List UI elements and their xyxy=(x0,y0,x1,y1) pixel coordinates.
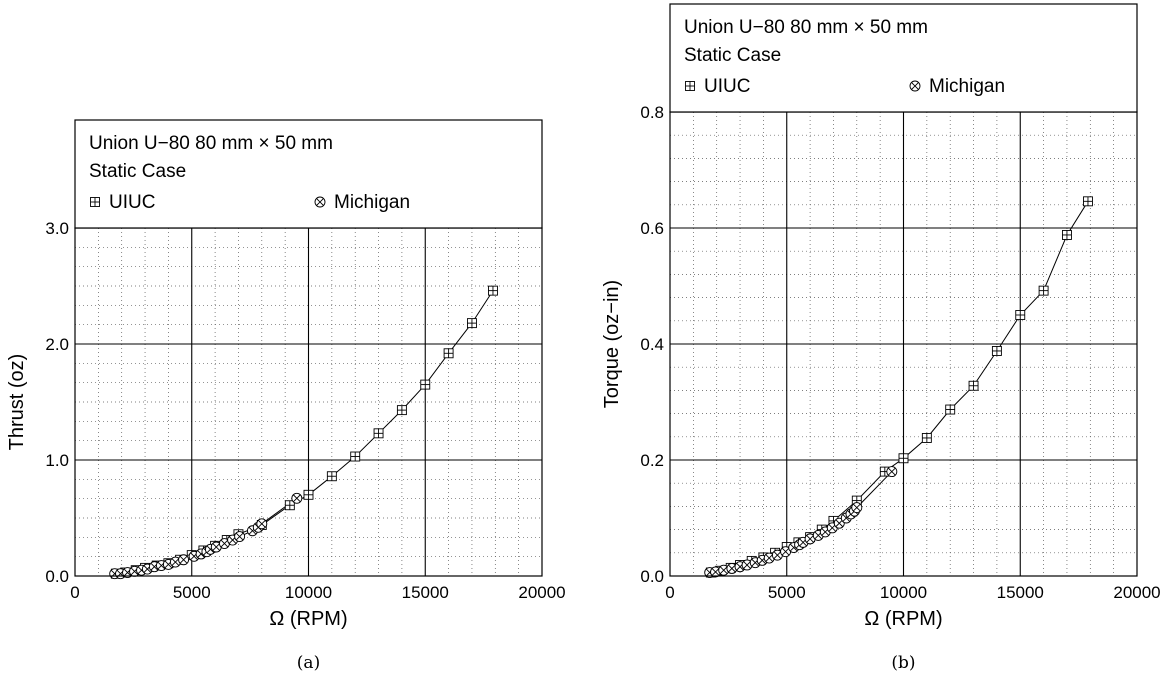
data-point-uiuc xyxy=(1038,285,1049,296)
thrust-legend-box xyxy=(74,119,543,229)
thrust-x-axis-label: Ω (RPM) xyxy=(269,608,347,630)
data-point-michigan xyxy=(726,563,738,574)
y-tick-label: 0.0 xyxy=(45,567,69,586)
thrust-legend-marker-michigan xyxy=(314,196,326,208)
data-point-uiuc xyxy=(945,404,956,415)
data-point-uiuc xyxy=(1061,230,1072,240)
x-tick-label: 0 xyxy=(665,583,674,602)
data-point-michigan xyxy=(804,533,816,545)
torque-x-axis-label: Ω (RPM) xyxy=(864,608,942,630)
thrust-grid xyxy=(75,228,542,576)
data-point-uiuc xyxy=(898,453,909,464)
data-point-uiuc xyxy=(350,451,361,462)
data-point-michigan xyxy=(291,492,303,504)
x-tick-label: 0 xyxy=(70,583,79,602)
x-tick-label: 20000 xyxy=(518,583,565,602)
data-point-uiuc xyxy=(373,428,384,439)
thrust-legend-label-michigan: Michigan xyxy=(334,192,410,213)
thrust-legend-subtitle: Static Case xyxy=(89,161,186,182)
series-line-michigan xyxy=(709,471,893,573)
thrust-series-lines xyxy=(114,290,494,575)
x-tick-label: 15000 xyxy=(402,583,449,602)
torque-y-axis-label: Torque (oz−in) xyxy=(601,280,623,408)
legend-marker xyxy=(314,196,326,208)
torque-legend-subtitle: Static Case xyxy=(684,45,781,66)
data-point-michigan xyxy=(178,554,190,566)
data-point-michigan xyxy=(256,518,268,530)
data-point-michigan xyxy=(234,531,246,543)
legend-marker xyxy=(90,197,100,207)
torque-legend-marker-michigan xyxy=(909,80,921,92)
data-point-uiuc xyxy=(1083,196,1093,207)
torque-series-lines xyxy=(709,201,1089,573)
thrust-chart: Union U−80 80 mm × 50 mm Static Case UIU… xyxy=(6,119,566,673)
data-point-michigan xyxy=(218,538,230,549)
torque-x-tick-labels: 0 5000 10000 15000 20000 xyxy=(665,583,1160,602)
y-tick-label: 2.0 xyxy=(45,335,69,354)
thrust-y-tick-labels: 0.0 1.0 2.0 3.0 xyxy=(45,219,69,586)
torque-grid xyxy=(670,112,1137,576)
data-point-uiuc xyxy=(968,380,979,391)
data-point-uiuc xyxy=(284,500,295,511)
data-point-michigan xyxy=(797,536,809,548)
thrust-legend-title: Union U−80 80 mm × 50 mm xyxy=(89,133,333,154)
data-point-uiuc xyxy=(467,318,477,329)
data-point-uiuc xyxy=(991,346,1002,356)
torque-legend-label-michigan: Michigan xyxy=(929,76,1005,97)
x-tick-label: 10000 xyxy=(880,583,927,602)
data-point-michigan xyxy=(763,552,775,564)
torque-y-tick-labels: 0.0 0.2 0.4 0.6 0.8 xyxy=(640,103,664,586)
data-point-uiuc xyxy=(326,471,337,482)
x-tick-label: 5000 xyxy=(173,583,211,602)
torque-markers xyxy=(704,196,1093,578)
data-point-michigan xyxy=(886,466,898,478)
data-point-michigan xyxy=(710,566,721,578)
torque-legend-label-uiuc: UIUC xyxy=(704,76,750,97)
data-point-michigan xyxy=(741,559,753,571)
data-point-uiuc xyxy=(303,489,314,500)
panel-label-a: (a) xyxy=(297,653,320,673)
data-point-uiuc xyxy=(1015,310,1026,320)
data-point-uiuc xyxy=(443,348,454,359)
torque-legend: Union U−80 80 mm × 50 mm Static Case UIU… xyxy=(669,3,1138,113)
thrust-legend-label-uiuc: UIUC xyxy=(109,192,155,213)
data-point-michigan xyxy=(851,502,863,514)
torque-legend-title: Union U−80 80 mm × 50 mm xyxy=(684,17,928,38)
x-tick-label: 10000 xyxy=(285,583,332,602)
thrust-y-axis-label: Thrust (oz) xyxy=(6,354,28,451)
torque-legend-marker-uiuc xyxy=(685,81,695,91)
legend-marker xyxy=(909,80,921,92)
data-point-uiuc xyxy=(420,379,431,390)
data-point-uiuc xyxy=(921,433,932,443)
panel-label-b: (b) xyxy=(891,653,915,673)
x-tick-label: 5000 xyxy=(768,583,806,602)
thrust-markers xyxy=(109,285,498,580)
thrust-legend: Union U−80 80 mm × 50 mm Static Case UIU… xyxy=(74,119,543,229)
series-line-uiuc xyxy=(115,290,494,575)
torque-legend-box xyxy=(669,3,1138,113)
y-tick-label: 1.0 xyxy=(45,451,69,470)
data-point-michigan xyxy=(169,556,181,568)
y-tick-label: 0.4 xyxy=(640,335,664,354)
y-tick-label: 3.0 xyxy=(45,219,69,238)
thrust-legend-marker-uiuc xyxy=(90,197,100,207)
y-tick-label: 0.0 xyxy=(640,567,664,586)
torque-chart: Union U−80 80 mm × 50 mm Static Case UIU… xyxy=(601,3,1161,673)
thrust-x-tick-labels: 0 5000 10000 15000 20000 xyxy=(70,583,565,602)
data-point-uiuc xyxy=(396,405,407,416)
y-tick-label: 0.2 xyxy=(640,451,664,470)
series-line-michigan xyxy=(114,497,298,575)
legend-marker xyxy=(685,81,695,91)
data-point-michigan xyxy=(780,546,792,558)
y-tick-label: 0.8 xyxy=(640,103,664,122)
data-point-uiuc xyxy=(488,285,498,296)
y-tick-label: 0.6 xyxy=(640,219,664,238)
series-line-uiuc xyxy=(710,201,1089,573)
x-tick-label: 15000 xyxy=(997,583,1044,602)
x-tick-label: 20000 xyxy=(1113,583,1160,602)
data-point-michigan xyxy=(210,541,222,553)
